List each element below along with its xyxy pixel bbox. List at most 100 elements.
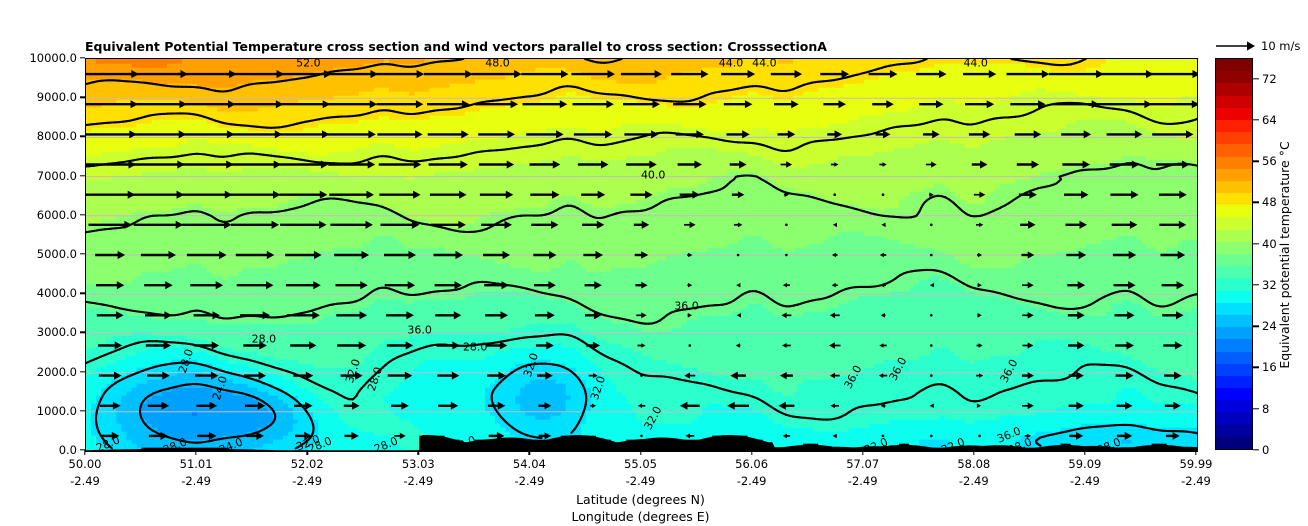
- colorbar-band: [1216, 375, 1252, 389]
- colorbar-band: [1216, 387, 1252, 401]
- y-tick-mark: [80, 174, 85, 177]
- y-tick-label: 1000.0: [37, 404, 77, 418]
- y-tick-mark: [80, 253, 85, 255]
- contour-label: 52.0: [296, 59, 321, 69]
- x-tick-mark: [861, 450, 864, 455]
- x-tick-mark: [195, 450, 197, 455]
- colorbar-band: [1216, 216, 1252, 230]
- wind-vector-key: 10 m/s: [1215, 36, 1300, 56]
- y-tick-label: 4000.0: [37, 286, 77, 300]
- colorbar-band: [1216, 82, 1252, 96]
- x-tick-label: 53.03 -2.49: [402, 456, 435, 490]
- x-tick-mark: [973, 450, 975, 455]
- colorbar-band: [1216, 107, 1252, 120]
- right-arrow-icon: [1216, 41, 1255, 51]
- y-tick-label: 10000.0: [29, 51, 77, 65]
- x-tick-label: 59.09 -2.49: [1068, 456, 1101, 490]
- y-axis: Altitude (meters) 0.01000.02000.03000.04…: [0, 51, 85, 457]
- y-tick-mark: [80, 96, 85, 98]
- colorbar-tick-label: 24: [1253, 319, 1277, 333]
- colorbar-tick-label: 16: [1253, 360, 1277, 374]
- colorbar-band: [1216, 229, 1252, 242]
- colorbar-band: [1216, 131, 1252, 145]
- colorbar-band: [1216, 70, 1252, 84]
- colorbar-band: [1216, 424, 1252, 437]
- colorbar-band: [1216, 411, 1252, 425]
- cross-section-plot: 52.0 48.0 44.0 44.0 44.0 40.0 36.0 36.0 36.0 36.0…: [85, 58, 1198, 452]
- y-tick-label: 2000.0: [37, 365, 77, 379]
- y-tick-label: 0.0: [59, 443, 77, 457]
- colorbar-band: [1216, 302, 1252, 315]
- contour-label: 40.0: [641, 168, 666, 181]
- wind-key-label: 10 m/s: [1261, 39, 1300, 53]
- y-tick-mark: [80, 370, 85, 373]
- colorbar-band: [1216, 253, 1252, 267]
- y-tick-mark: [80, 57, 85, 59]
- contour-label: 36.0: [674, 300, 699, 313]
- x-tick-mark: [1195, 450, 1197, 455]
- contours-and-wind-vectors: [86, 59, 1197, 450]
- x-axis-label-latitude: Latitude (degrees N): [85, 492, 1196, 507]
- y-tick-mark: [80, 410, 85, 412]
- colorbar-tick-mark: [1253, 325, 1259, 327]
- colorbar-tick-label: 8: [1253, 402, 1269, 416]
- colorbar: [1215, 58, 1253, 450]
- x-tick-label: 50.00 -2.49: [69, 456, 102, 490]
- colorbar-band: [1216, 326, 1252, 340]
- y-tick-mark: [80, 449, 85, 451]
- y-tick-label: 5000.0: [37, 247, 77, 261]
- colorbar-band: [1216, 277, 1252, 291]
- colorbar-tick-mark: [1253, 77, 1259, 80]
- colorbar-band: [1216, 399, 1252, 413]
- title-line-1: Equivalent Potential Temperature cross s…: [85, 39, 1085, 55]
- colorbar-band: [1216, 119, 1252, 133]
- colorbar-label: Equivalent potential temperature °C: [1277, 60, 1292, 450]
- x-tick-mark: [750, 450, 753, 455]
- colorbar-tick-label: 48: [1253, 195, 1277, 209]
- colorbar-band: [1216, 58, 1252, 72]
- contour-label: 44.0: [963, 59, 988, 69]
- colorbar-tick-mark: [1253, 119, 1259, 121]
- colorbar-tick-label: 32: [1253, 278, 1277, 292]
- colorbar-band: [1216, 265, 1252, 279]
- colorbar-tick-mark: [1253, 242, 1259, 245]
- x-tick-label: 52.02 -2.49: [291, 456, 324, 490]
- colorbar-band: [1216, 338, 1252, 352]
- x-tick-label: 51.01 -2.49: [180, 456, 213, 490]
- y-tick-mark: [80, 135, 85, 138]
- colorbar-tick-mark: [1253, 449, 1259, 451]
- plot-canvas: 52.0 48.0 44.0 44.0 44.0 40.0 36.0 36.0 36.0 36.0…: [86, 59, 1197, 451]
- y-tick-label: 6000.0: [37, 208, 77, 222]
- y-tick-label: 7000.0: [37, 169, 77, 183]
- colorbar-tick-label: 64: [1253, 113, 1277, 127]
- colorbar-gradient: [1216, 58, 1252, 449]
- y-tick-mark: [80, 292, 85, 294]
- x-tick-label: 57.07 -2.49: [846, 456, 879, 490]
- y-tick-label: 3000.0: [37, 325, 77, 339]
- x-tick-mark: [1084, 450, 1086, 455]
- colorbar-tick-mark: [1253, 366, 1259, 369]
- colorbar-band: [1216, 290, 1252, 303]
- contour-label: 28.0: [252, 333, 277, 346]
- colorbar-tick-mark: [1253, 408, 1259, 410]
- colorbar-band: [1216, 180, 1252, 194]
- x-tick-mark: [306, 450, 308, 455]
- contour-label: 44.0: [752, 59, 777, 69]
- x-tick-label: 54.04 -2.49: [513, 456, 546, 490]
- x-tick-label: 55.05 -2.49: [624, 456, 657, 490]
- colorbar-ticks: 0 8 16 24 32 40 48 56 64 72: [1253, 58, 1308, 457]
- y-tick-mark: [80, 331, 85, 334]
- y-tick-label: 9000.0: [37, 90, 77, 104]
- colorbar-band: [1216, 314, 1252, 328]
- x-axis: Latitude (degrees N) Longitude (degrees …: [69, 450, 1212, 526]
- x-axis-label-longitude: Longitude (degrees E): [85, 509, 1196, 524]
- x-tick-mark: [528, 450, 531, 455]
- colorbar-tick-mark: [1253, 201, 1259, 204]
- y-tick-mark: [80, 214, 85, 216]
- colorbar-band: [1216, 363, 1252, 376]
- colorbar-band: [1216, 436, 1252, 449]
- contour-label: 44.0: [719, 59, 744, 69]
- x-tick-mark: [639, 450, 642, 455]
- contour-label: 36.0: [407, 323, 432, 336]
- contour-label: 48.0: [485, 59, 510, 69]
